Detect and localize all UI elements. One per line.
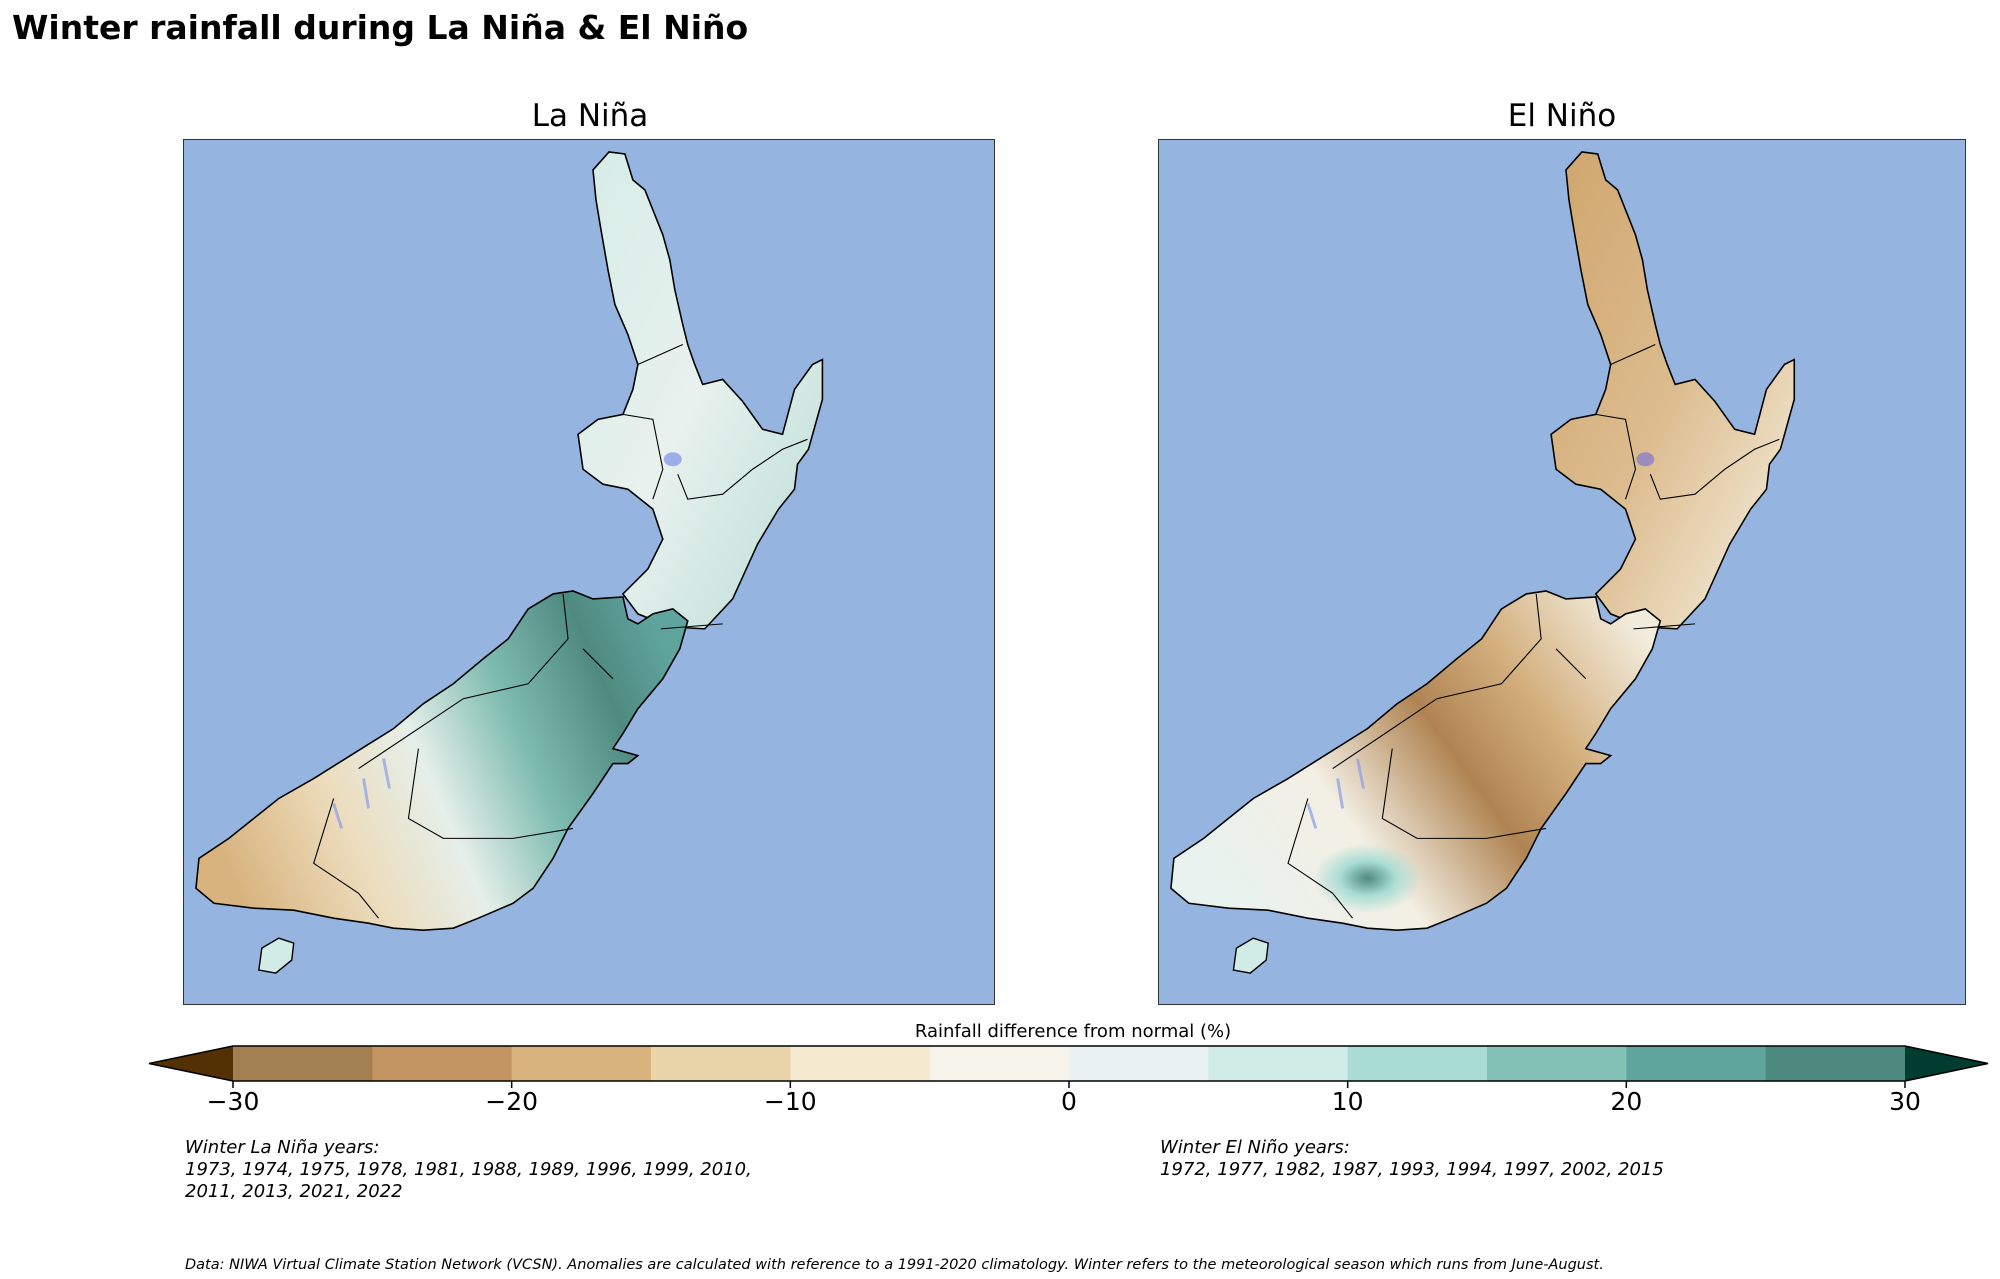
- la-nina-panel-title: La Niña: [531, 98, 649, 134]
- la-nina-nz-map: [195, 151, 824, 974]
- north-island: [1550, 151, 1796, 630]
- el-nino-years-heading: Winter El Niño years:: [1160, 1137, 1350, 1158]
- colorbar-label: Rainfall difference from normal (%): [914, 1021, 1232, 1042]
- south-island: [195, 590, 689, 931]
- stewart-island: [1232, 937, 1269, 974]
- colorbar-over-arrow: [1905, 1046, 1988, 1081]
- north-island: [577, 151, 824, 630]
- la-nina-map: [183, 139, 995, 1005]
- colorbar-segment: [372, 1046, 513, 1081]
- colorbar-segment: [1208, 1046, 1349, 1081]
- colorbar-tick-label: 30: [1889, 1087, 1921, 1116]
- colorbar-tick-label: 20: [1610, 1087, 1643, 1116]
- colorbar-segment: [790, 1046, 931, 1081]
- colorbar-segment: [651, 1046, 791, 1081]
- stewart-island: [258, 937, 295, 974]
- colorbar-segment: [1765, 1046, 1906, 1081]
- el-nino-nz-map: [1170, 151, 1796, 974]
- colorbar-tick-label: −10: [763, 1087, 817, 1116]
- colorbar-segment: [1069, 1046, 1209, 1081]
- la-nina-years-heading: Winter La Niña years:: [185, 1137, 380, 1158]
- colorbar-under-arrow: [149, 1046, 233, 1081]
- colorbar-tick-label: −30: [206, 1087, 260, 1116]
- la-nina-years-line-1: 1973, 1974, 1975, 1978, 1981, 1988, 1989…: [185, 1159, 752, 1180]
- data-source-footnote: Data: NIWA Virtual Climate Station Netwo…: [185, 1257, 1604, 1273]
- el-nino-years: Winter El Niño years: 1972, 1977, 1982, …: [1160, 1137, 1664, 1181]
- la-nina-years: Winter La Niña years: 1973, 1974, 1975, …: [185, 1137, 752, 1203]
- colorbar-segment: [1626, 1046, 1767, 1081]
- el-nino-years-line-1: 1972, 1977, 1982, 1987, 1993, 1994, 1997…: [1160, 1159, 1664, 1180]
- el-nino-map: [1158, 139, 1966, 1005]
- la-nina-years-line-2: 2011, 2013, 2021, 2022: [185, 1181, 403, 1202]
- colorbar-segment: [511, 1046, 652, 1081]
- colorbar-segment: [1347, 1046, 1488, 1081]
- colorbar-segments: [233, 1046, 1906, 1081]
- colorbar-tick-label: 10: [1331, 1087, 1364, 1116]
- colorbar-segment: [929, 1046, 1070, 1081]
- colorbar-segment: [233, 1046, 373, 1081]
- colorbar-tick-label: −20: [485, 1087, 539, 1116]
- colorbar-tick-label: 0: [1061, 1087, 1077, 1116]
- el-nino-panel-title: El Niño: [1507, 98, 1617, 134]
- figure-title: Winter rainfall during La Niña & El Niño: [12, 8, 749, 47]
- colorbar-segment: [1487, 1046, 1627, 1081]
